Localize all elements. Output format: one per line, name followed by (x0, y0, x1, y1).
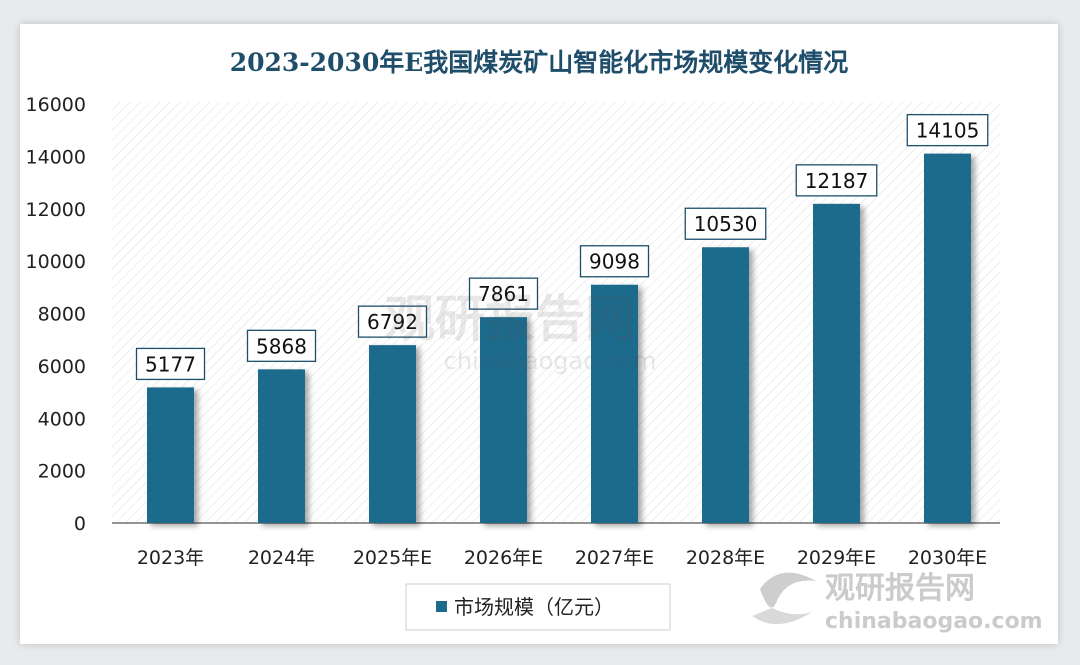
y-tick-label: 8000 (38, 304, 86, 326)
watermark-logo-en: chinabaogao.com (825, 609, 1043, 634)
data-label-box (906, 113, 989, 147)
data-label: 6792 (367, 310, 418, 334)
legend: 市场规模（亿元） (405, 583, 671, 631)
legend-swatch (436, 601, 447, 612)
bar (591, 284, 638, 523)
y-tick-label: 4000 (38, 408, 86, 430)
bar (258, 369, 305, 523)
data-label-box (135, 347, 206, 381)
data-label-box (468, 277, 539, 310)
y-tick-label: 6000 (38, 356, 86, 378)
data-label: 5868 (256, 334, 307, 358)
y-tick-label: 12000 (26, 199, 86, 221)
data-label: 5177 (145, 352, 196, 376)
bar (147, 387, 194, 523)
y-tick-label: 10000 (26, 251, 86, 273)
y-tick-label: 2000 (38, 461, 86, 483)
legend-label: 市场规模（亿元） (454, 595, 614, 619)
data-label: 14105 (916, 119, 980, 143)
chart-title: 2023-2030年E我国煤炭矿山智能化市场规模变化情况 (230, 48, 849, 77)
data-label-box (246, 329, 317, 362)
watermark: 观研报告网 chinabaogao.com (385, 290, 656, 375)
watermark-cn: 观研报告网 (385, 290, 635, 348)
y-tick-label: 0 (74, 513, 86, 535)
watermark-logo-cn: 观研报告网 (825, 571, 975, 606)
data-label: 7861 (478, 282, 529, 306)
bar (369, 345, 416, 523)
x-tick-label: 2029年E (797, 547, 876, 569)
data-label-box (579, 245, 650, 278)
data-label-box (684, 207, 767, 240)
chart-card: 2023-2030年E我国煤炭矿山智能化市场规模变化情况 0 2000 4000 60… (20, 24, 1058, 644)
legend-box (405, 583, 671, 631)
watermark-en: chinabaogao.com (444, 347, 657, 375)
y-tick-label: 16000 (26, 94, 86, 116)
x-tick-label: 2025年E (353, 547, 432, 569)
x-tick-label: 2026年E (464, 547, 543, 569)
watermark-logo: 观研报告网 chinabaogao.com (752, 571, 1043, 634)
x-tick-label: 2028年E (686, 547, 765, 569)
y-tick-label: 14000 (26, 146, 86, 168)
x-tick-label: 2027年E (575, 547, 654, 569)
x-tick-label: 2030年E (908, 547, 987, 569)
bar (702, 247, 749, 524)
bar (480, 317, 527, 523)
logo-swirl-icon (760, 572, 816, 608)
bar-chart: 2023-2030年E我国煤炭矿山智能化市场规模变化情况 0 2000 4000 60… (26, 48, 1043, 634)
bar (924, 153, 971, 523)
data-label-box (795, 164, 878, 197)
bar (813, 203, 860, 523)
x-tick-label: 2024年 (248, 547, 315, 569)
data-label: 12187 (805, 169, 869, 193)
data-label: 9098 (589, 250, 640, 274)
data-label: 10530 (694, 212, 758, 236)
x-tick-label: 2023年 (137, 547, 204, 569)
data-label-box (357, 305, 428, 338)
